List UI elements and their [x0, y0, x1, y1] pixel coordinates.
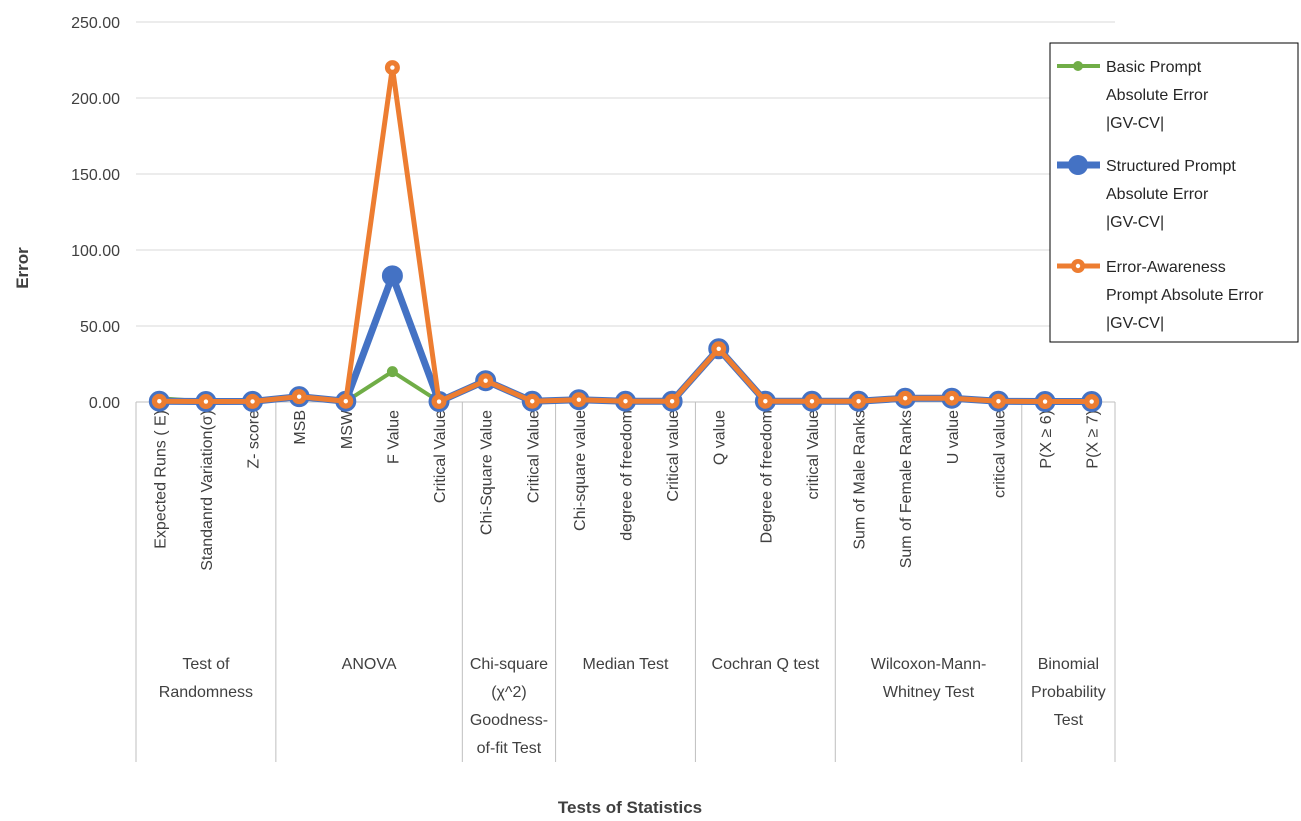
data-point-center [809, 399, 815, 404]
y-tick-label: 100.00 [71, 243, 120, 260]
category-label: MSW [339, 409, 356, 449]
data-point-center [530, 399, 535, 404]
category-label: Z- score [246, 410, 263, 469]
data-point-center [949, 396, 955, 401]
category-label: P(X ≥ 6) [1038, 410, 1055, 469]
y-axis-title: Error [13, 247, 32, 289]
category-label: P(X ≥ 7) [1085, 410, 1102, 469]
series-lines [148, 60, 1103, 413]
series-line [159, 67, 1092, 406]
legend-label: Structured Prompt Absolute Error |GV-CV| [1106, 158, 1236, 231]
series-3 [151, 60, 1100, 410]
group-label: Cochran Q test [712, 656, 820, 673]
category-label: Critical Value [432, 410, 449, 503]
gridlines [136, 21, 1115, 403]
data-point-center [1089, 399, 1094, 404]
data-point-center [390, 65, 395, 70]
category-label: Degree of freedom [758, 410, 775, 543]
legend-box [1049, 42, 1299, 343]
data-point-center [157, 399, 162, 404]
legend-label: Basic Prompt Absolute Error |GV-CV| [1106, 59, 1209, 132]
y-tick-label: 250.00 [71, 15, 120, 32]
data-point-center [1042, 399, 1048, 404]
data-point-center [576, 397, 582, 402]
group-labels: Test of Randomness ANOVA Chi-square (χ^2) Goo… [159, 656, 1106, 757]
category-label: Sum of Female Ranks [898, 410, 915, 568]
legend-swatch-marker [1073, 61, 1083, 71]
category-label: Expected Runs ( E) [152, 410, 169, 549]
series-2 [148, 265, 1103, 413]
category-label: Critical value [665, 410, 682, 502]
category-label: critical Value [805, 410, 822, 500]
legend-label: Error-Awareness Prompt Absolute Error |GV-… [1106, 259, 1264, 332]
category-label: Standanrd Variation(σ) [199, 410, 216, 571]
data-point [386, 366, 398, 378]
category-label: Critical Value [525, 410, 542, 503]
x-axis-title: Tests of Statistics [558, 798, 702, 817]
y-tick-label: 0.00 [89, 395, 120, 412]
data-point-center [250, 399, 255, 404]
data-point-center [483, 378, 488, 383]
data-point-center [296, 394, 302, 399]
y-tick-label: 50.00 [80, 319, 120, 336]
data-point-center [763, 399, 768, 404]
category-label: Chi-Square Value [479, 410, 496, 535]
y-tick-label: 200.00 [71, 91, 120, 108]
category-label: F Value [385, 410, 402, 464]
group-label: Median Test [583, 656, 670, 673]
category-labels: Expected Runs ( E) Standanrd Variation(σ)… [152, 409, 1101, 571]
data-point-center [436, 399, 442, 404]
category-label: U value [945, 410, 962, 464]
legend-swatch-marker [1068, 155, 1088, 175]
data-point-center [203, 399, 209, 404]
category-label: critical value [991, 410, 1008, 498]
data-point-center [669, 399, 675, 404]
data-point-center [903, 396, 908, 401]
series-line [159, 265, 1092, 407]
group-label: ANOVA [342, 656, 397, 673]
category-label: MSB [292, 410, 309, 445]
category-label: Sum of Male Ranks [852, 410, 869, 550]
y-axis-tick-labels: 0.00 50.00 100.00 150.00 200.00 250.00 [71, 15, 120, 412]
group-label: Chi-square (χ^2) Goodness-of-fit Test [470, 656, 548, 757]
legend: Basic Prompt Absolute Error |GV-CV| Structu… [1049, 42, 1299, 343]
data-point-center [856, 399, 861, 404]
group-label: Test of Randomness [159, 656, 253, 701]
data-point-center [716, 346, 721, 351]
group-label: Binomial Probability Test [1031, 656, 1106, 729]
y-tick-label: 150.00 [71, 167, 120, 184]
category-label: Q value [712, 410, 729, 465]
data-point [381, 265, 403, 287]
legend-swatch-center [1075, 263, 1081, 269]
data-point-center [343, 399, 348, 404]
category-label: Chi-square value [572, 410, 589, 531]
category-label: degree of freedom [619, 410, 636, 541]
group-label: Wilcoxon-Mann-Whitney Test [871, 656, 987, 701]
data-point-center [996, 399, 1001, 404]
data-point-center [623, 399, 628, 404]
